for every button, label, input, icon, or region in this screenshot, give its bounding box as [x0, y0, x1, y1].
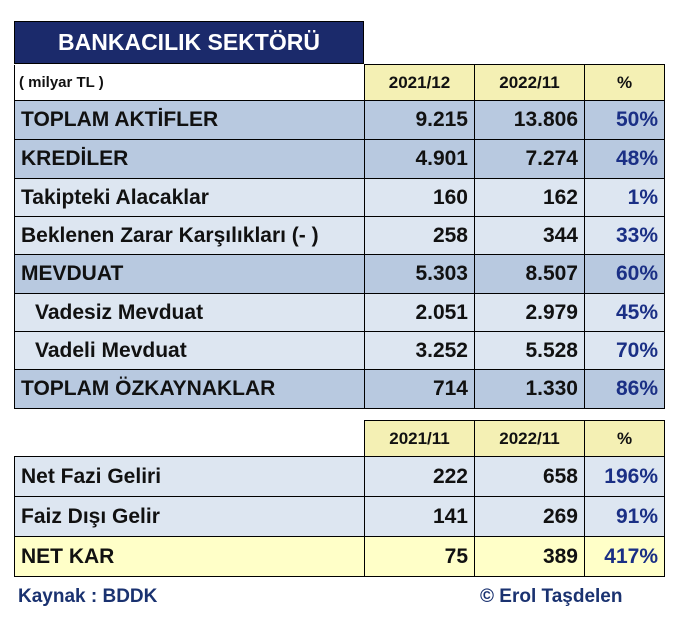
row-label: TOPLAM AKTİFLER [14, 100, 365, 140]
row-label: Beklenen Zarar Karşılıkları (- ) [14, 216, 365, 255]
col-header: 2021/12 [364, 64, 475, 101]
cell-value: 389 [474, 536, 585, 577]
col-header: 2021/11 [364, 420, 475, 457]
cell-pct: 70% [584, 331, 665, 370]
row-label: Vadeli Mevduat [14, 331, 365, 370]
cell-pct: 417% [584, 536, 665, 577]
cell-value: 4.901 [364, 139, 475, 179]
cell-pct: 196% [584, 456, 665, 497]
cell-value: 7.274 [474, 139, 585, 179]
row-label: Net Fazi Geliri [14, 456, 365, 497]
col-header: 2022/11 [474, 64, 585, 101]
table-row: Faiz Dışı Gelir 141 269 91% [14, 496, 665, 537]
cell-value: 5.528 [474, 331, 585, 370]
row-label: Takipteki Alacaklar [14, 178, 365, 217]
table-section-1: ( milyar TL ) 2021/12 2022/11 % TOPLAM A… [14, 64, 665, 409]
header-row: ( milyar TL ) 2021/12 2022/11 % [14, 64, 665, 101]
cell-value: 9.215 [364, 100, 475, 140]
cell-value: 222 [364, 456, 475, 497]
table-row: Vadeli Mevduat 3.252 5.528 70% [14, 331, 665, 370]
cell-value: 75 [364, 536, 475, 577]
table-section-2: 2021/11 2022/11 % Net Fazi Geliri 222 65… [14, 420, 665, 577]
row-label: MEVDUAT [14, 254, 365, 294]
unit-label: ( milyar TL ) [14, 64, 365, 101]
cell-value: 162 [474, 178, 585, 217]
cell-value: 13.806 [474, 100, 585, 140]
cell-value: 2.979 [474, 293, 585, 332]
row-label: Vadesiz Mevduat [14, 293, 365, 332]
page-title: BANKACILIK SEKTÖRÜ [14, 21, 364, 64]
source-label: Kaynak : BDDK [18, 586, 158, 607]
cell-value: 269 [474, 496, 585, 537]
cell-value: 5.303 [364, 254, 475, 294]
cell-pct: 45% [584, 293, 665, 332]
cell-pct: 91% [584, 496, 665, 537]
col-header: % [584, 64, 665, 101]
cell-pct: 48% [584, 139, 665, 179]
cell-value: 2.051 [364, 293, 475, 332]
cell-pct: 33% [584, 216, 665, 255]
cell-pct: 50% [584, 100, 665, 140]
cell-value: 160 [364, 178, 475, 217]
blank-cell [15, 421, 365, 457]
header-row: 2021/11 2022/11 % [15, 420, 665, 457]
row-label: KREDİLER [14, 139, 365, 179]
table-row: Net Fazi Geliri 222 658 196% [14, 456, 665, 497]
table-row: TOPLAM ÖZKAYNAKLAR 714 1.330 86% [14, 369, 665, 409]
cell-value: 3.252 [364, 331, 475, 370]
table-row: Takipteki Alacaklar 160 162 1% [14, 178, 665, 217]
cell-value: 714 [364, 369, 475, 409]
row-label: NET KAR [14, 536, 365, 577]
table-row: NET KAR 75 389 417% [14, 536, 665, 577]
cell-value: 8.507 [474, 254, 585, 294]
row-label: Faiz Dışı Gelir [14, 496, 365, 537]
table-row: MEVDUAT 5.303 8.507 60% [14, 254, 665, 294]
cell-value: 344 [474, 216, 585, 255]
cell-value: 258 [364, 216, 475, 255]
col-header: 2022/11 [474, 420, 585, 457]
col-header: % [584, 420, 665, 457]
copyright-label: © Erol Taşdelen [480, 586, 623, 607]
cell-value: 658 [474, 456, 585, 497]
table-row: Beklenen Zarar Karşılıkları (- ) 258 344… [14, 216, 665, 255]
table-row: TOPLAM AKTİFLER 9.215 13.806 50% [14, 100, 665, 140]
table-row: Vadesiz Mevduat 2.051 2.979 45% [14, 293, 665, 332]
cell-value: 1.330 [474, 369, 585, 409]
table-row: KREDİLER 4.901 7.274 48% [14, 139, 665, 179]
cell-value: 141 [364, 496, 475, 537]
cell-pct: 86% [584, 369, 665, 409]
row-label: TOPLAM ÖZKAYNAKLAR [14, 369, 365, 409]
cell-pct: 60% [584, 254, 665, 294]
cell-pct: 1% [584, 178, 665, 217]
